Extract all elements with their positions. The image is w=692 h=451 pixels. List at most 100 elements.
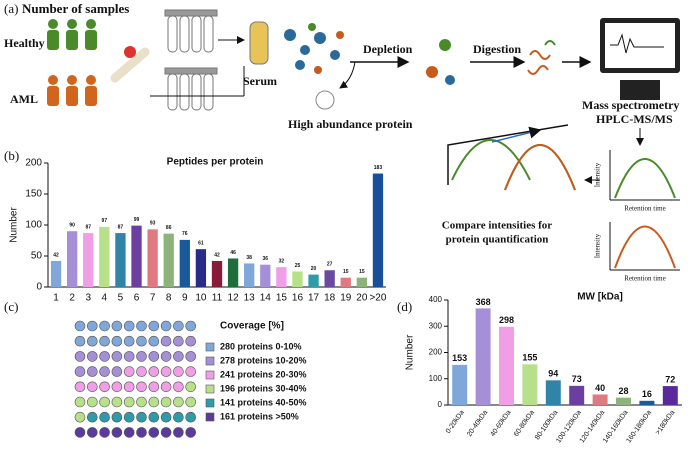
peptides	[527, 50, 551, 75]
y-tick-label: 150	[25, 189, 42, 200]
label: Healthy	[4, 36, 45, 50]
value-label: 28	[618, 386, 628, 396]
waffle-dot	[160, 396, 172, 408]
legend-label: 141 proteins 40-50%	[220, 397, 307, 407]
waffle-dot	[87, 427, 98, 438]
waffle-dot	[99, 320, 110, 332]
waffle-dot	[148, 396, 160, 408]
value-label: 93	[150, 221, 156, 227]
waffle-dot	[185, 396, 196, 408]
bar	[115, 233, 126, 287]
x-tick-label: 20-40kDa	[466, 409, 489, 438]
waffle-dot	[99, 381, 110, 393]
bar	[163, 233, 174, 287]
waffle-dot	[74, 335, 86, 347]
axis-label: Intensity	[594, 233, 602, 258]
tubes	[164, 9, 269, 111]
value-label: 38	[246, 255, 252, 261]
waffle-dot	[111, 396, 123, 408]
legend-label: 196 proteins 30-40%	[220, 383, 307, 393]
waffle-dot	[123, 335, 135, 347]
bone	[110, 46, 150, 83]
waffle-dot	[160, 381, 172, 393]
waffle-dot	[148, 366, 160, 377]
y-tick-label: 200	[429, 348, 443, 357]
waffle-dot	[74, 381, 86, 393]
y-tick-label: 0	[36, 282, 42, 293]
waffle-dot	[148, 427, 160, 438]
waffle-dot	[160, 366, 172, 377]
waffle-dot	[185, 411, 196, 423]
value-label: 42	[53, 252, 59, 258]
x-tick-label: 10	[195, 293, 207, 304]
value-label: 25	[295, 263, 301, 269]
legend-swatch	[205, 356, 215, 366]
y-tick-label: 100	[429, 374, 443, 383]
x-tick-label: 5	[118, 293, 124, 304]
waffle-dot	[74, 411, 86, 423]
bar	[83, 233, 94, 287]
bar	[227, 258, 239, 287]
legend-label: 241 proteins 20-30%	[220, 369, 307, 379]
y-tick-label: 0	[438, 400, 443, 409]
legend-label: 280 proteins 0-10%	[220, 341, 302, 351]
bar	[147, 229, 158, 287]
bar	[99, 226, 110, 287]
x-tick-label: 15	[276, 293, 288, 304]
waffle-dot	[123, 411, 135, 423]
x-tick-label: 40-60kDa	[490, 409, 513, 438]
bar	[308, 274, 319, 287]
chart-title: Peptides per protein	[167, 157, 264, 168]
bar	[356, 277, 368, 287]
diagram-a: (a) Number of samples Healthy AML Seru	[4, 1, 680, 283]
proteins	[284, 23, 344, 74]
legend-swatch	[205, 370, 215, 380]
label: Serum	[243, 74, 277, 88]
waffle-dot	[111, 320, 123, 332]
x-tick-label: >20	[369, 293, 386, 304]
aml-icons	[47, 75, 97, 106]
peptides	[544, 40, 556, 46]
waffle-dot	[185, 427, 196, 438]
label: Mass spectrometry	[582, 98, 679, 112]
x-tick-label: 60-80kDa	[513, 409, 536, 438]
x-tick-label: 20	[356, 293, 368, 304]
bar	[522, 364, 538, 405]
x-tick-label: 7	[150, 293, 156, 304]
bar	[195, 249, 207, 287]
value-label: 368	[476, 297, 491, 307]
waffle-dot	[160, 335, 172, 347]
y-tick-label: 300	[429, 321, 443, 330]
value-label: 15	[359, 269, 365, 275]
panel-label: (b)	[4, 148, 19, 163]
y-tick-label: 400	[429, 295, 443, 304]
bar	[260, 264, 271, 287]
waffle-dot	[185, 320, 196, 332]
waffle-dot	[87, 366, 98, 377]
value-label: 153	[452, 353, 467, 363]
value-label: 86	[166, 225, 172, 231]
x-tick-label: >180kDa	[655, 409, 677, 436]
legend-swatch	[205, 342, 215, 352]
waffle-dot	[148, 351, 160, 362]
waffle-dot	[74, 351, 86, 362]
legend-label: 161 proteins >50%	[220, 411, 299, 421]
y-axis-label: Number	[405, 334, 416, 370]
bar	[50, 260, 62, 287]
waffle-dot	[185, 366, 196, 377]
waffle-dot	[99, 411, 110, 423]
x-tick-label: 0-20kDa	[445, 409, 466, 435]
waffle-dot	[136, 381, 147, 393]
waffle-dot	[99, 427, 110, 438]
bar	[475, 308, 491, 405]
waffle-dot	[148, 381, 160, 393]
value-label: 87	[85, 224, 91, 230]
waffle-dot	[123, 381, 135, 393]
bar	[66, 231, 78, 287]
waffle-dot	[87, 335, 98, 347]
label: High abundance protein	[288, 117, 413, 131]
value-label: 94	[548, 369, 558, 379]
waffle-dot	[87, 320, 98, 332]
waffle-dot	[148, 320, 160, 332]
label: protein quantification	[446, 234, 549, 246]
